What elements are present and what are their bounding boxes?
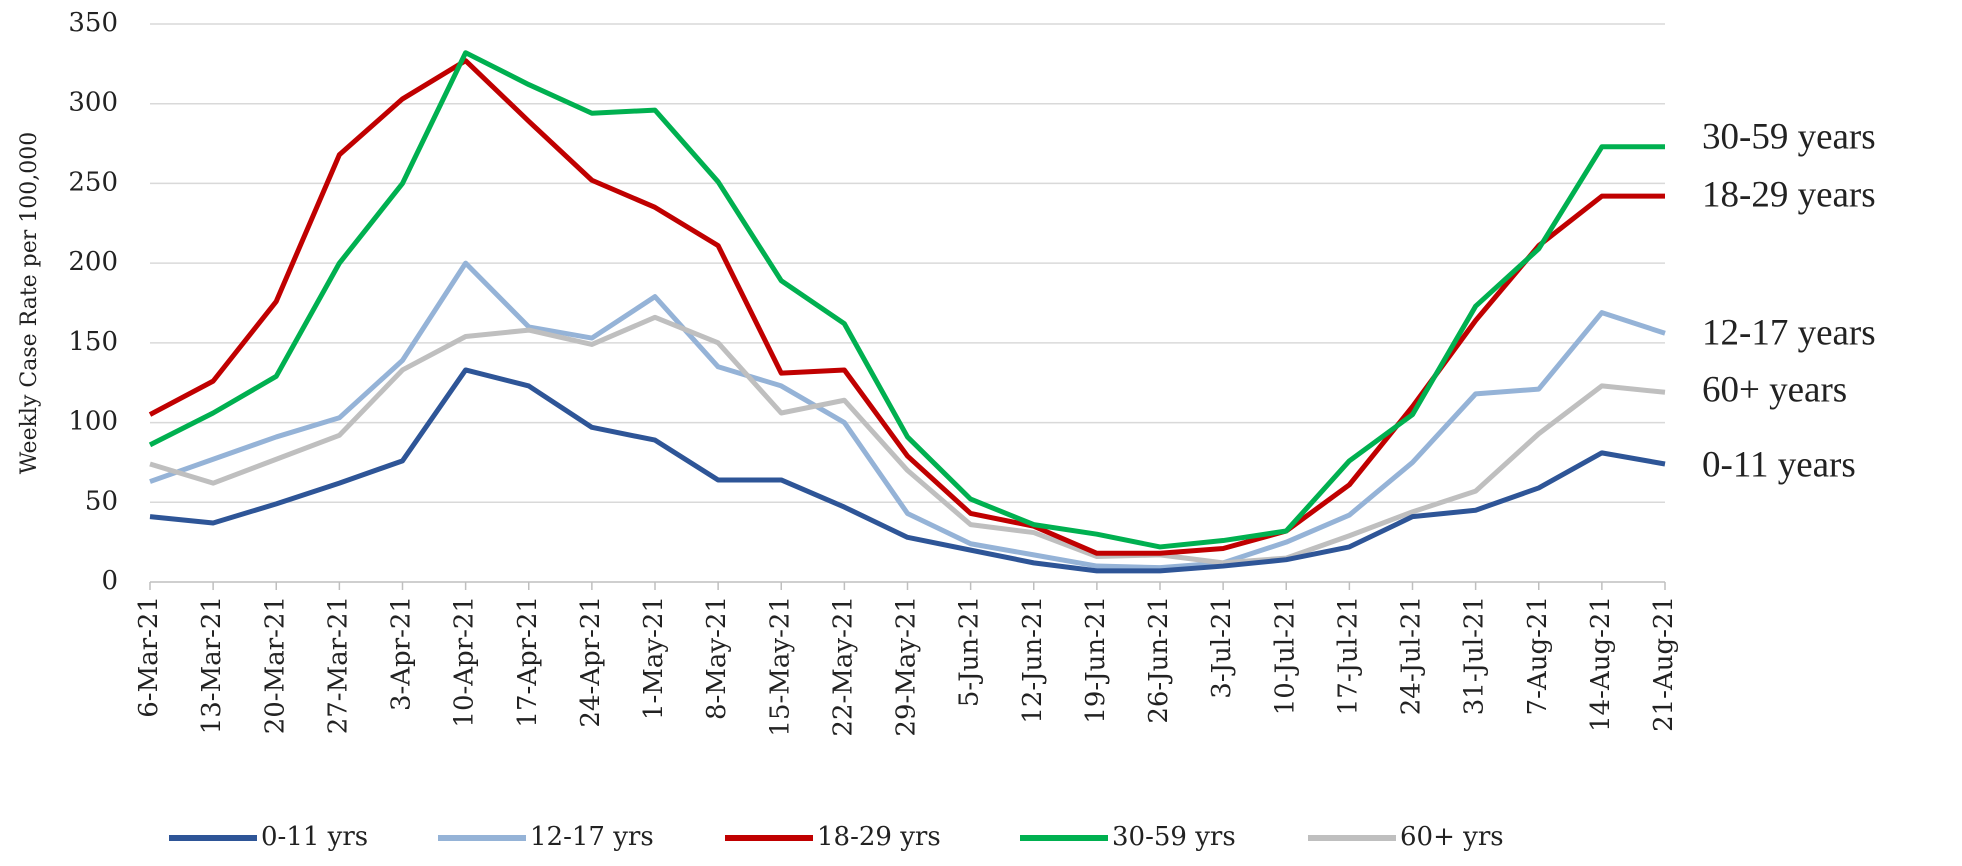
series-line [148, 58, 1665, 556]
series-line [149, 260, 1666, 571]
x-tick-label: 14-Aug-21 [1586, 596, 1616, 732]
legend-label: 60+ yrs [1400, 822, 1504, 852]
x-tick-label: 22-May-21 [828, 596, 858, 737]
series-line [148, 50, 1665, 550]
legend-label: 30-59 yrs [1112, 822, 1236, 852]
x-tick-label: 5-Jun-21 [955, 596, 985, 707]
x-tick-label: 13-Mar-21 [197, 596, 227, 734]
series-annotation: 18-29 years [1702, 174, 1876, 215]
x-tick-label: 12-Jun-21 [1018, 596, 1048, 724]
x-tick-label: 31-Jul-21 [1460, 596, 1490, 715]
x-tick-label: 8-May-21 [702, 596, 732, 720]
x-tick-label: 3-Jul-21 [1207, 596, 1237, 699]
x-tick-label: 19-Jun-21 [1081, 596, 1111, 724]
series-annotation: 12-17 years [1702, 312, 1876, 353]
y-tick-label: 200 [68, 247, 118, 277]
x-tick-label: 20-Mar-21 [260, 596, 290, 734]
y-tick-label: 300 [68, 88, 118, 118]
x-tick-label: 1-May-21 [639, 596, 669, 720]
y-tick-label: 150 [68, 327, 118, 357]
x-tick-label: 21-Aug-21 [1649, 596, 1679, 732]
x-tick-label: 3-Apr-21 [387, 596, 417, 711]
series-annotation: 0-11 years [1702, 444, 1856, 485]
series-annotation: 30-59 years [1702, 116, 1876, 157]
series-annotation: 60+ years [1702, 369, 1847, 410]
series-line [149, 367, 1666, 574]
x-tick-label: 17-Apr-21 [513, 596, 543, 728]
x-tick-label: 24-Jul-21 [1397, 596, 1427, 715]
y-tick-label: 100 [68, 407, 118, 437]
legend-label: 12-17 yrs [530, 822, 654, 852]
x-tick-label: 27-Mar-21 [323, 596, 353, 734]
y-tick-label: 0 [101, 566, 118, 596]
legend-label: 18-29 yrs [817, 822, 941, 852]
x-tick-label: 15-May-21 [765, 596, 795, 737]
x-tick-label: 10-Apr-21 [450, 596, 480, 728]
x-tick-label: 17-Jul-21 [1333, 596, 1363, 715]
x-tick-label: 6-Mar-21 [134, 596, 164, 718]
x-tick-label: 26-Jun-21 [1144, 596, 1174, 724]
y-tick-label: 350 [68, 8, 118, 38]
x-tick-label: 24-Apr-21 [576, 596, 606, 728]
y-tick-label: 50 [85, 486, 118, 516]
series-line [149, 314, 1666, 566]
x-tick-label: 10-Jul-21 [1270, 596, 1300, 715]
x-tick-label: 7-Aug-21 [1523, 596, 1553, 715]
y-tick-label: 250 [68, 167, 118, 197]
legend-label: 0-11 yrs [261, 822, 368, 852]
y-axis-label: Weekly Case Rate per 100,000 [17, 132, 42, 475]
x-tick-label: 29-May-21 [892, 596, 922, 737]
